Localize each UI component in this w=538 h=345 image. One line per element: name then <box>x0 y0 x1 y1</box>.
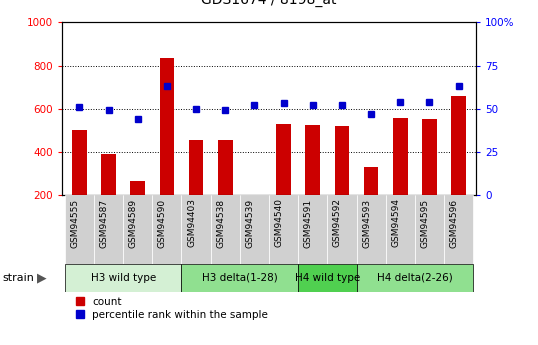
Bar <box>160 58 174 195</box>
Bar <box>94 195 123 264</box>
Bar <box>335 126 349 195</box>
Text: GSM94595: GSM94595 <box>421 198 429 247</box>
Bar <box>72 130 87 195</box>
Bar <box>240 195 269 264</box>
Bar <box>364 167 378 195</box>
Text: GSM94555: GSM94555 <box>70 198 80 247</box>
Text: H3 delta(1-28): H3 delta(1-28) <box>202 273 278 283</box>
Bar <box>189 140 203 195</box>
Bar <box>415 195 444 264</box>
Bar <box>298 195 327 264</box>
Text: GSM94587: GSM94587 <box>100 198 109 247</box>
Bar <box>130 181 145 195</box>
Bar <box>211 195 240 264</box>
Text: GDS1674 / 8198_at: GDS1674 / 8198_at <box>201 0 337 7</box>
Text: ▶: ▶ <box>37 271 46 284</box>
Bar <box>218 140 232 195</box>
Bar <box>65 264 181 292</box>
Text: GSM94593: GSM94593 <box>362 198 371 247</box>
Bar <box>181 195 211 264</box>
Text: GSM94540: GSM94540 <box>274 198 284 247</box>
Text: GSM94590: GSM94590 <box>158 198 167 247</box>
Text: strain: strain <box>3 273 34 283</box>
Text: H3 wild type: H3 wild type <box>90 273 156 283</box>
Legend: count, percentile rank within the sample: count, percentile rank within the sample <box>75 297 268 320</box>
Text: GSM94591: GSM94591 <box>304 198 313 247</box>
Bar <box>65 195 94 264</box>
Bar <box>393 118 408 195</box>
Text: GSM94403: GSM94403 <box>187 198 196 247</box>
Bar <box>123 195 152 264</box>
Text: GSM94589: GSM94589 <box>129 198 138 247</box>
Bar <box>277 124 291 195</box>
Bar <box>357 195 386 264</box>
Bar <box>152 195 181 264</box>
Bar <box>269 195 298 264</box>
Bar <box>444 195 473 264</box>
Bar <box>451 96 466 195</box>
Bar <box>386 195 415 264</box>
Text: GSM94592: GSM94592 <box>333 198 342 247</box>
Text: H4 wild type: H4 wild type <box>295 273 360 283</box>
Bar <box>181 264 298 292</box>
Bar <box>298 264 357 292</box>
Text: GSM94538: GSM94538 <box>216 198 225 247</box>
Bar <box>357 264 473 292</box>
Bar <box>306 125 320 195</box>
Text: GSM94594: GSM94594 <box>391 198 400 247</box>
Bar <box>422 119 437 195</box>
Bar <box>101 154 116 195</box>
Text: GSM94596: GSM94596 <box>450 198 458 247</box>
Bar <box>327 195 357 264</box>
Text: GSM94539: GSM94539 <box>245 198 254 247</box>
Text: H4 delta(2-26): H4 delta(2-26) <box>377 273 453 283</box>
